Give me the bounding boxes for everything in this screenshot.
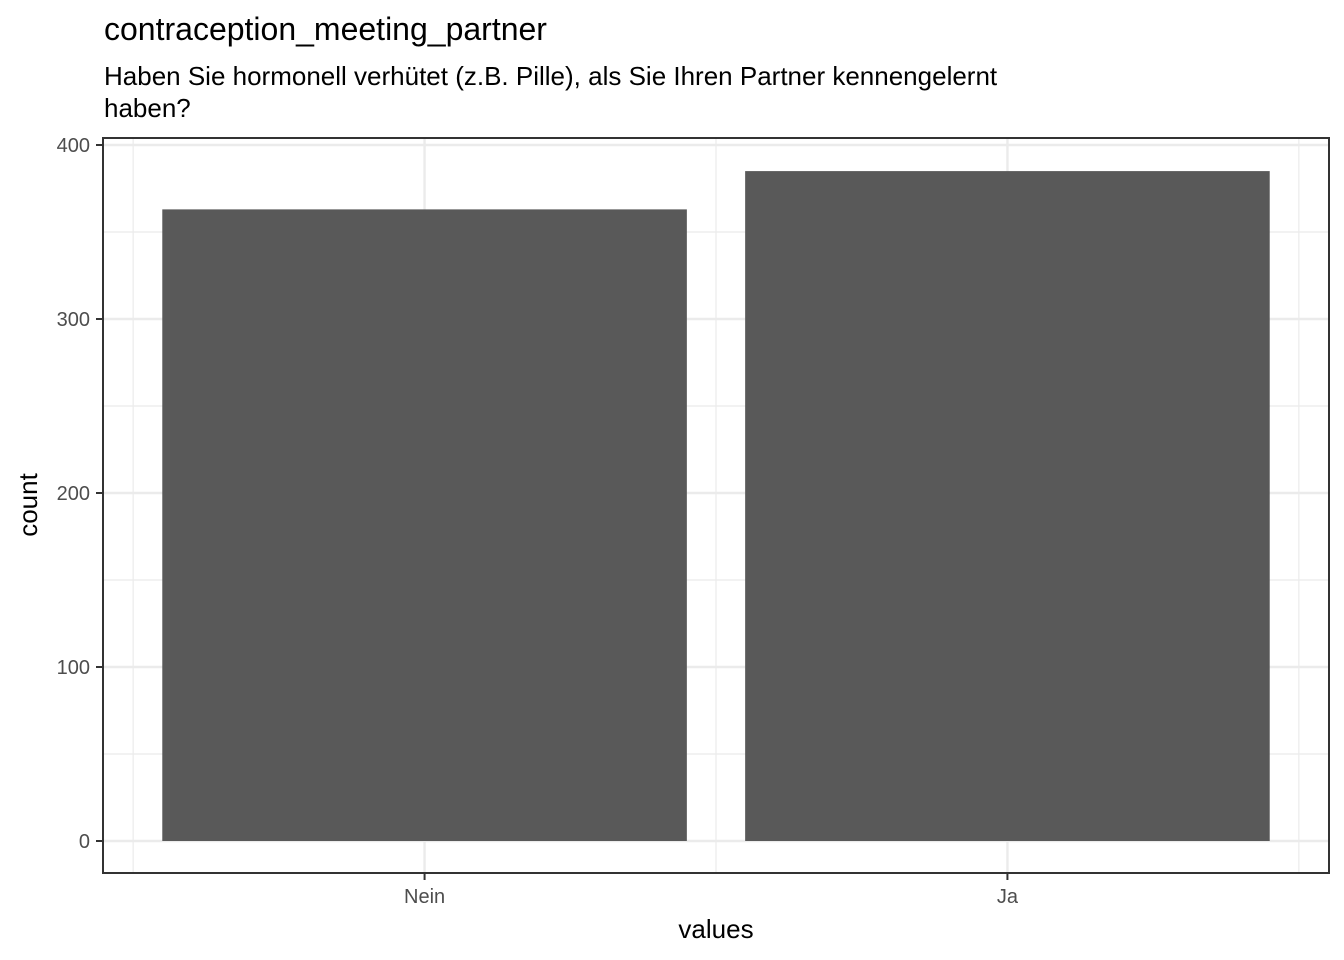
y-tick-label: 0: [79, 831, 90, 853]
x-axis: Nein Ja: [404, 873, 1019, 908]
bar-ja: [745, 171, 1270, 842]
panel-border: [102, 137, 1330, 874]
bar-nein: [162, 209, 687, 841]
x-axis-title: values: [678, 914, 753, 944]
y-axis-title: count: [13, 472, 43, 536]
bars: [162, 171, 1270, 842]
y-tick-label: 400: [57, 135, 90, 157]
y-tick-label: 100: [57, 657, 90, 679]
x-tick-label: Nein: [404, 886, 445, 908]
x-tick-label: Ja: [997, 886, 1019, 908]
chart-title: contraception_meeting_partner: [104, 11, 547, 47]
y-tick-label: 200: [57, 483, 90, 505]
y-axis: 0 100 200 300 400: [57, 135, 103, 853]
y-tick-label: 300: [57, 309, 90, 331]
chart-subtitle: Haben Sie hormonell verhütet (z.B. Pille…: [104, 61, 998, 123]
